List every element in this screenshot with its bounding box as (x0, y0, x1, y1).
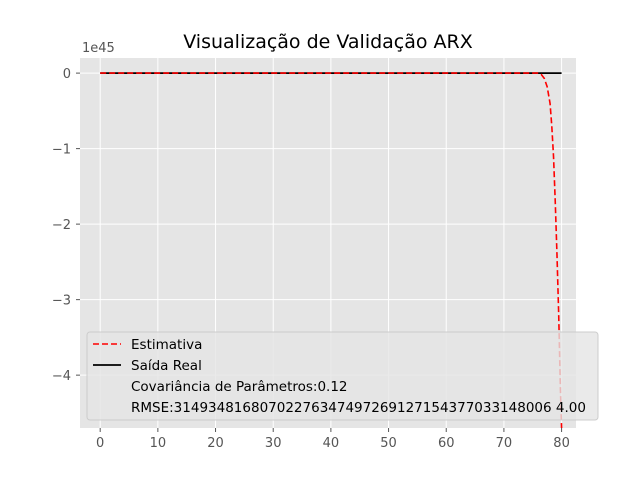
series-line-estimativa (100, 72, 563, 428)
ticks: 0 10 20 30 40 50 60 70 80 0 −1 −2 −3 −4 (52, 67, 570, 451)
y-tick-label: −4 (52, 369, 71, 384)
x-tick-label: 70 (496, 436, 513, 451)
legend-label-saida-real: Saída Real (131, 358, 202, 374)
chart-title: Visualização de Validação ARX (183, 31, 473, 53)
series-layer (100, 72, 563, 428)
x-tick-label: 80 (553, 436, 570, 451)
y-tick-label: −2 (52, 218, 71, 233)
x-tick-label: 20 (207, 436, 224, 451)
x-tick-label: 30 (265, 436, 282, 451)
x-tick-label: 0 (96, 436, 104, 451)
x-tick-label: 40 (323, 436, 340, 451)
x-tick-label: 50 (380, 436, 397, 451)
x-tick-label: 10 (150, 436, 167, 451)
y-offset-text: 1e45 (82, 41, 115, 56)
y-tick-label: −1 (52, 143, 71, 158)
legend-label-rmse: RMSE:31493481680702276347497269127154377… (131, 400, 586, 416)
legend-box (86, 331, 599, 421)
y-tick-label: −3 (52, 294, 71, 309)
legend-label-estimativa: Estimativa (131, 337, 202, 353)
y-tick-label: 0 (63, 67, 71, 82)
x-tick-label: 60 (438, 436, 455, 451)
legend: Estimativa Saída Real Covariância de Par… (86, 331, 599, 421)
legend-label-covariancia: Covariância de Parâmetros:0.12 (131, 379, 348, 395)
